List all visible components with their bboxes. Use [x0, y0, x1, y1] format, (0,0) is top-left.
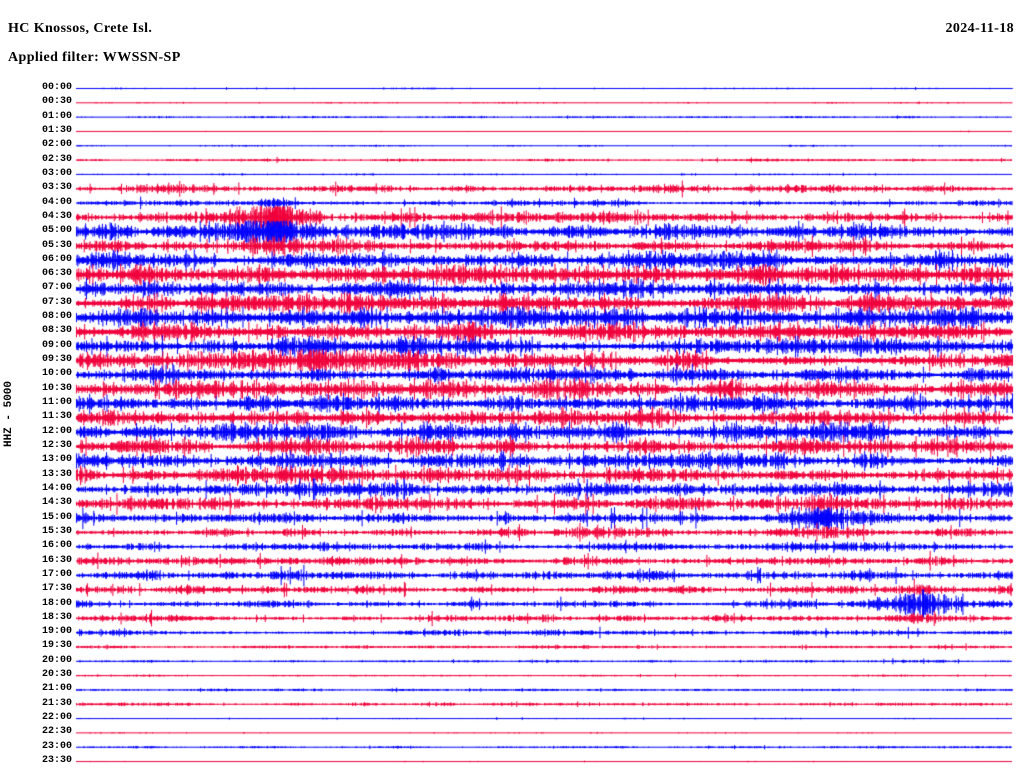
record-date: 2024-11-18 — [945, 21, 1014, 36]
time-label-1030: 10:30 — [41, 382, 72, 394]
time-label-0500: 05:00 — [41, 225, 72, 237]
time-label-1930: 19:30 — [41, 640, 72, 652]
time-label-0900: 09:00 — [41, 339, 72, 351]
time-label-1900: 19:00 — [41, 626, 72, 638]
time-label-0030: 00:30 — [41, 96, 72, 108]
time-label-1100: 11:00 — [41, 397, 72, 409]
time-label-0700: 07:00 — [41, 282, 72, 294]
time-label-1300: 13:00 — [41, 454, 72, 466]
time-label-0930: 09:30 — [41, 354, 72, 366]
time-label-0730: 07:30 — [41, 296, 72, 308]
time-label-0330: 03:30 — [41, 182, 72, 194]
page-title: HC Knossos, Crete Isl. — [8, 21, 153, 36]
time-label-2200: 22:00 — [41, 712, 72, 724]
time-label-0130: 01:30 — [41, 124, 72, 136]
time-label-1400: 14:00 — [41, 482, 72, 494]
time-label-1130: 11:30 — [41, 411, 72, 423]
time-label-1500: 15:00 — [41, 511, 72, 523]
time-label-2030: 20:30 — [41, 669, 72, 681]
helicorder-plot: 00:00 00:30 01:00 01:30 02:00 02:30 03:00 03:30… — [0, 78, 1024, 778]
applied-filter-label: Applied filter: WWSSN-SP — [8, 50, 181, 65]
time-label-1530: 15:30 — [41, 525, 72, 537]
time-label-1330: 13:30 — [41, 468, 72, 480]
time-label-1200: 12:00 — [41, 425, 72, 437]
time-label-2100: 21:00 — [41, 683, 72, 695]
time-label-1630: 16:30 — [41, 554, 72, 566]
time-label-0600: 06:00 — [41, 253, 72, 265]
time-label-0830: 08:30 — [41, 325, 72, 337]
time-label-1830: 18:30 — [41, 611, 72, 623]
time-label-2300: 23:00 — [41, 740, 72, 752]
time-label-0400: 04:00 — [41, 196, 72, 208]
time-label-0000: 00:00 — [41, 82, 72, 93]
time-label-2230: 22:30 — [41, 726, 72, 738]
time-label-1800: 18:00 — [41, 597, 72, 609]
time-label-1230: 12:30 — [41, 440, 72, 451]
time-label-0430: 04:30 — [41, 210, 72, 222]
time-label-0300: 03:00 — [41, 167, 72, 179]
time-label-0800: 08:00 — [41, 311, 72, 323]
seismogram-traces — [0, 78, 1024, 778]
time-label-2130: 21:30 — [41, 697, 72, 709]
time-label-2000: 20:00 — [41, 654, 72, 666]
time-label-0630: 06:30 — [41, 268, 72, 280]
time-label-0100: 01:00 — [41, 110, 72, 122]
time-label-1730: 17:30 — [41, 583, 72, 595]
time-label-1700: 17:00 — [41, 568, 72, 580]
time-label-2330: 23:30 — [41, 755, 72, 767]
time-label-1000: 10:00 — [41, 368, 72, 380]
time-label-0230: 02:30 — [41, 153, 72, 165]
time-label-0200: 02:00 — [41, 139, 72, 151]
time-label-1600: 16:00 — [41, 540, 72, 552]
time-label-1430: 14:30 — [41, 497, 72, 509]
time-label-0530: 05:30 — [41, 239, 72, 251]
